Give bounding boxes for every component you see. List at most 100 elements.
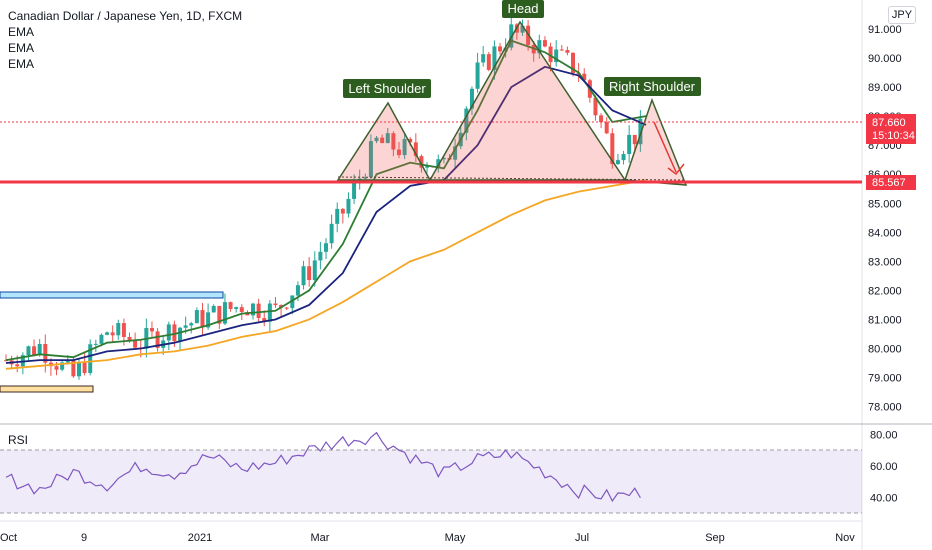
resistance-zone bbox=[0, 291, 224, 299]
candle-body bbox=[324, 243, 328, 252]
candle-body bbox=[548, 46, 553, 63]
time-tick-label: Mar bbox=[311, 532, 330, 544]
candle-body bbox=[469, 88, 474, 109]
candle-body bbox=[475, 62, 480, 89]
currency-button[interactable]: JPY bbox=[888, 6, 916, 24]
candle-body bbox=[295, 285, 300, 296]
candle-body bbox=[542, 40, 547, 47]
candle-body bbox=[615, 160, 620, 165]
candle-body bbox=[368, 141, 373, 178]
head-triangle bbox=[428, 20, 627, 181]
rsi-axis: 80.00 60.00 40.00 bbox=[870, 429, 898, 504]
price-tick-label: 78.000 bbox=[868, 402, 902, 414]
ema-legend-2[interactable]: EMA bbox=[8, 41, 35, 55]
candle-body bbox=[121, 323, 126, 337]
candle-body bbox=[610, 133, 615, 165]
projection-arrow bbox=[653, 121, 677, 173]
candle-body bbox=[76, 362, 81, 377]
candle-body bbox=[632, 134, 637, 145]
candle-body bbox=[133, 340, 138, 348]
rsi-line bbox=[5, 431, 641, 503]
candle-body bbox=[419, 156, 424, 168]
candle-body bbox=[256, 303, 261, 319]
candle-body bbox=[189, 323, 194, 326]
candle-body bbox=[318, 251, 323, 261]
time-tick-label: Jul bbox=[575, 532, 589, 544]
candle-body bbox=[486, 54, 491, 70]
price-tick-label: 91.000 bbox=[868, 24, 902, 36]
support-zone-low bbox=[0, 385, 94, 393]
candle-body bbox=[273, 303, 278, 306]
svg-text:Left Shoulder: Left Shoulder bbox=[348, 81, 426, 96]
rsi-tick-label: 40.00 bbox=[870, 492, 898, 504]
svg-text:15:10:34: 15:10:34 bbox=[872, 130, 915, 142]
candle-body bbox=[627, 134, 632, 155]
candle-body bbox=[621, 154, 626, 161]
svg-text:Right Shoulder: Right Shoulder bbox=[609, 79, 696, 94]
right-shoulder-label: Right Shoulder bbox=[604, 77, 701, 96]
candle-body bbox=[441, 157, 446, 160]
left-shoulder-triangle bbox=[336, 101, 432, 181]
projection-arrowhead bbox=[667, 163, 685, 176]
candle-body bbox=[363, 177, 368, 179]
current-price-tag: 87.660 15:10:34 bbox=[866, 114, 916, 144]
candle-body bbox=[408, 138, 413, 143]
candle-body bbox=[82, 362, 87, 374]
candle-body bbox=[385, 133, 390, 144]
candle-body bbox=[453, 146, 458, 160]
candle-body bbox=[346, 198, 351, 214]
price-tick-label: 84.000 bbox=[868, 227, 902, 239]
candle-body bbox=[492, 46, 497, 70]
head-label: Head bbox=[502, 0, 544, 18]
candle-body bbox=[155, 331, 160, 348]
candle-body bbox=[267, 303, 272, 322]
candle-body bbox=[312, 260, 317, 281]
candle-body bbox=[599, 115, 604, 123]
candle-body bbox=[329, 223, 334, 244]
candle-body bbox=[172, 324, 177, 342]
candle-body bbox=[380, 137, 385, 144]
rsi-band bbox=[0, 450, 862, 513]
ema-legend-3[interactable]: EMA bbox=[8, 57, 35, 71]
candle-body bbox=[638, 118, 643, 145]
price-tick-label: 80.000 bbox=[868, 343, 902, 355]
candle-body bbox=[149, 328, 154, 332]
candle-body bbox=[413, 142, 418, 157]
candle-body bbox=[251, 303, 256, 316]
candle-body bbox=[481, 54, 486, 63]
candle-body bbox=[194, 310, 199, 324]
rsi-tick-label: 60.00 bbox=[870, 461, 898, 473]
candle-body bbox=[391, 133, 396, 150]
candle-body bbox=[425, 166, 430, 168]
candle-body bbox=[127, 336, 132, 341]
candle-body bbox=[99, 334, 104, 344]
svg-text:87.660: 87.660 bbox=[872, 117, 906, 129]
time-axis: Oct 9 2021 Mar May Jul Sep Nov bbox=[0, 532, 855, 544]
candle-body bbox=[26, 346, 31, 356]
candle-body bbox=[93, 343, 98, 345]
candle-body bbox=[520, 25, 525, 33]
candle-body bbox=[206, 312, 211, 328]
candle-body bbox=[604, 122, 609, 134]
ema-legend-1[interactable]: EMA bbox=[8, 25, 35, 39]
svg-text:85.567: 85.567 bbox=[872, 177, 906, 189]
price-tick-label: 89.000 bbox=[868, 82, 902, 94]
candle-body bbox=[54, 366, 59, 370]
candle-body bbox=[565, 50, 570, 53]
rsi-title[interactable]: RSI bbox=[8, 433, 29, 447]
time-tick-label: 9 bbox=[81, 532, 87, 544]
left-shoulder-label: Left Shoulder bbox=[343, 79, 431, 98]
candle-body bbox=[290, 295, 295, 309]
candle-body bbox=[436, 159, 441, 168]
candle-body bbox=[15, 364, 20, 367]
time-tick-label: May bbox=[445, 532, 466, 544]
candle-body bbox=[37, 344, 42, 355]
time-tick-label: Oct bbox=[0, 532, 17, 544]
ema-line-3 bbox=[5, 179, 647, 370]
candle-body bbox=[105, 332, 110, 335]
price-tick-label: 79.000 bbox=[868, 373, 902, 385]
candle-body bbox=[217, 305, 222, 324]
candle-body bbox=[537, 40, 542, 54]
chart-legend: Canadian Dollar / Japanese Yen, 1D, FXCM… bbox=[8, 8, 242, 72]
